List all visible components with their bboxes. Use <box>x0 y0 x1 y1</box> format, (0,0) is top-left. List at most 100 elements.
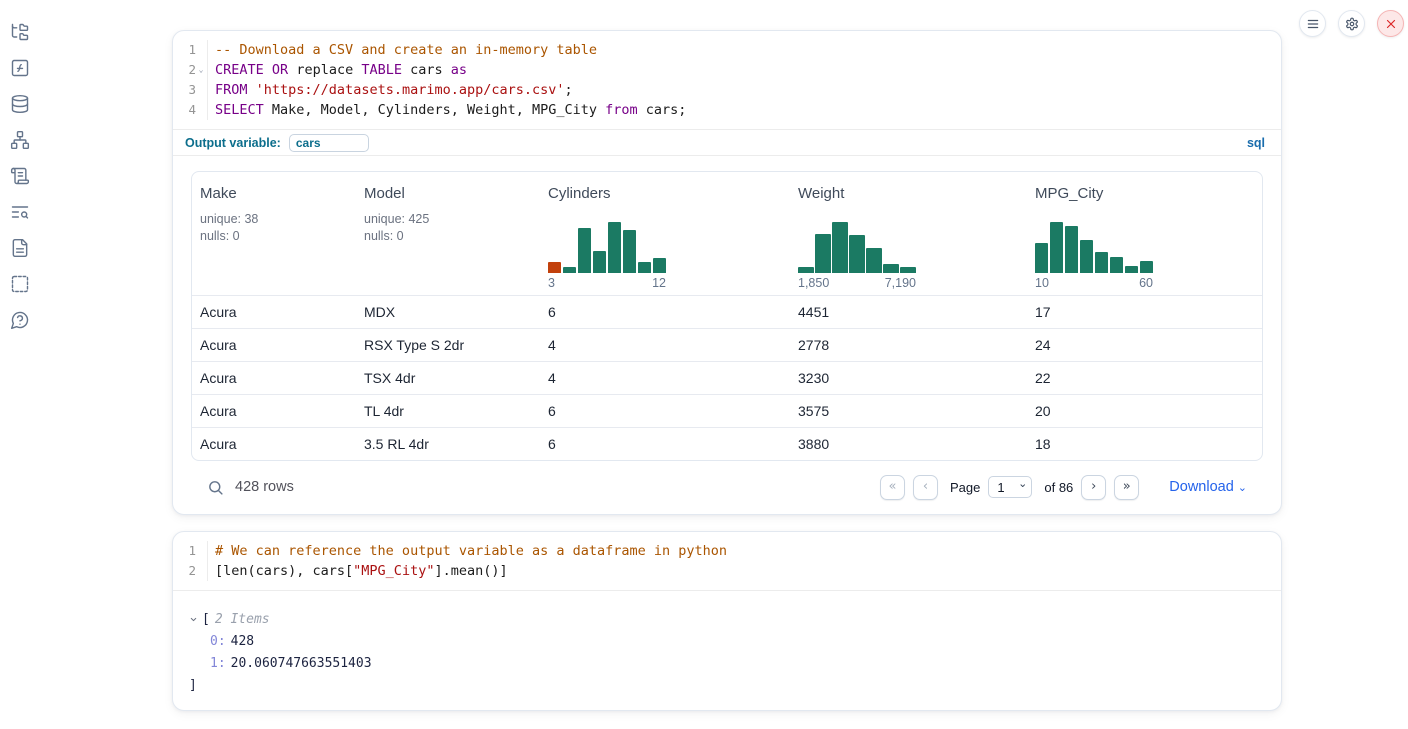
column-histogram[interactable]: 10 60 <box>1035 221 1153 290</box>
column-header-cylinders[interactable]: Cylinders 312 <box>540 172 790 295</box>
tree-entry: 1:20.060747663551403 <box>189 652 1265 674</box>
variables-icon[interactable] <box>10 58 30 78</box>
column-name: Model <box>364 185 532 202</box>
documentation-icon[interactable] <box>10 238 30 258</box>
column-header-make[interactable]: Makeunique: 38nulls: 0 <box>192 172 356 295</box>
dependency-graph-icon[interactable] <box>10 130 30 150</box>
histogram-bar <box>623 230 636 273</box>
column-name: Cylinders <box>548 185 782 202</box>
histogram-bar <box>548 262 561 272</box>
table-footer: 428 rows « ‹ Page 1 of 86 › » Download ⌄ <box>191 461 1263 517</box>
tree-open-bracket: [ <box>202 612 210 627</box>
column-name: Weight <box>798 185 1019 202</box>
next-page-button[interactable]: › <box>1081 475 1106 500</box>
axis-max-label: 12 <box>652 276 666 290</box>
axis-max-label: 7,190 <box>885 276 916 290</box>
python-cell: 1# We can reference the output variable … <box>172 531 1282 711</box>
menu-button[interactable] <box>1299 10 1326 37</box>
code-line: 4SELECT Make, Model, Cylinders, Weight, … <box>173 100 1281 120</box>
histogram-bar <box>900 267 916 273</box>
sql-cell: 1-- Download a CSV and create an in-memo… <box>172 30 1282 515</box>
settings-button[interactable] <box>1338 10 1365 37</box>
code-text: [len(cars), cars["MPG_City"].mean()] <box>208 561 508 581</box>
column-histogram[interactable]: 1,8507,190 <box>798 221 916 290</box>
sql-output-zone: Makeunique: 38nulls: 0Modelunique: 425nu… <box>173 156 1281 517</box>
row-count: 428 rows <box>235 479 294 495</box>
histogram-bar <box>1110 257 1123 272</box>
histogram-bar <box>1065 226 1078 272</box>
table-row[interactable]: AcuraMDX6445117 <box>192 295 1262 328</box>
table-cell: 4 <box>540 361 790 394</box>
table-cell: Acura <box>192 361 356 394</box>
tree-entry-key: 0: <box>210 634 226 649</box>
column-header-mpg_city[interactable]: MPG_City 10 60 <box>1027 172 1262 295</box>
table-cell: 24 <box>1027 328 1262 361</box>
prev-page-button[interactable]: ‹ <box>913 475 938 500</box>
axis-max-label: 60 <box>1139 276 1153 290</box>
file-tree-icon[interactable] <box>10 22 30 42</box>
table-cell: TL 4dr <box>356 394 540 427</box>
histogram-bar <box>815 234 831 272</box>
column-histogram[interactable]: 312 <box>548 221 666 290</box>
column-name: Make <box>200 185 348 202</box>
table-cell: 4 <box>540 328 790 361</box>
column-header-weight[interactable]: Weight 1,8507,190 <box>790 172 1027 295</box>
gear-icon <box>1345 17 1359 31</box>
output-tree: [2 Items0:4281:20.060747663551403] <box>173 591 1281 696</box>
top-right-controls <box>1299 10 1404 37</box>
tree-close-bracket: ] <box>189 678 197 693</box>
output-variable-label: Output variable: <box>185 136 281 150</box>
histogram-bars <box>1035 221 1153 273</box>
last-page-button[interactable]: » <box>1114 475 1139 500</box>
pagination: « ‹ Page 1 of 86 › » Download ⌄ <box>880 475 1247 500</box>
logs-icon[interactable] <box>10 166 30 186</box>
axis-min-label: 10 <box>1035 276 1049 290</box>
histogram-bar <box>866 248 882 273</box>
column-header-model[interactable]: Modelunique: 425nulls: 0 <box>356 172 540 295</box>
download-label: Download <box>1169 479 1234 495</box>
fold-chevron-icon[interactable]: ⌄ <box>196 60 206 80</box>
search-icon <box>207 479 224 496</box>
datasources-icon[interactable] <box>10 94 30 114</box>
code-line: 3FROM 'https://datasets.marimo.app/cars.… <box>173 80 1281 100</box>
histogram-bar <box>832 222 848 272</box>
shutdown-button[interactable] <box>1377 10 1404 37</box>
tree-collapse-chevron-icon[interactable] <box>189 615 202 624</box>
download-button[interactable]: Download ⌄ <box>1169 479 1247 495</box>
snippets-icon[interactable] <box>10 274 30 294</box>
histogram-axis: 1,8507,190 <box>798 276 916 290</box>
histogram-bar <box>1095 252 1108 272</box>
python-editor[interactable]: 1# We can reference the output variable … <box>173 532 1281 591</box>
table-cell: 17 <box>1027 295 1262 328</box>
table-row[interactable]: AcuraTL 4dr6357520 <box>192 394 1262 427</box>
table-cell: Acura <box>192 427 356 460</box>
histogram-bar <box>653 258 666 273</box>
histogram-bar <box>1125 266 1138 273</box>
page-total-label: of 86 <box>1044 480 1073 495</box>
table-search-button[interactable] <box>207 479 224 496</box>
tree-item-count: 2 Items <box>215 612 270 627</box>
histogram-bars <box>798 221 916 273</box>
output-variable-input[interactable] <box>289 134 369 152</box>
table-row[interactable]: AcuraRSX Type S 2dr4277824 <box>192 328 1262 361</box>
page-label: Page <box>950 480 980 495</box>
table-cell: 3880 <box>790 427 1027 460</box>
histogram-bar <box>608 222 621 273</box>
first-page-button[interactable]: « <box>880 475 905 500</box>
table-cell: 2778 <box>790 328 1027 361</box>
histogram-bar <box>1035 243 1048 272</box>
help-icon[interactable] <box>10 310 30 330</box>
table-cell: MDX <box>356 295 540 328</box>
page-select[interactable]: 1 <box>988 476 1032 498</box>
histogram-bar <box>883 264 899 272</box>
table-cell: 3.5 RL 4dr <box>356 427 540 460</box>
search-logs-icon[interactable] <box>10 202 30 222</box>
table-cell: TSX 4dr <box>356 361 540 394</box>
code-text: # We can reference the output variable a… <box>208 541 727 561</box>
table-row[interactable]: AcuraTSX 4dr4323022 <box>192 361 1262 394</box>
histogram-bar <box>798 267 814 272</box>
table-row[interactable]: Acura3.5 RL 4dr6388018 <box>192 427 1262 460</box>
histogram-bar <box>849 235 865 272</box>
sql-editor[interactable]: 1-- Download a CSV and create an in-memo… <box>173 31 1281 129</box>
column-name: MPG_City <box>1035 185 1254 202</box>
